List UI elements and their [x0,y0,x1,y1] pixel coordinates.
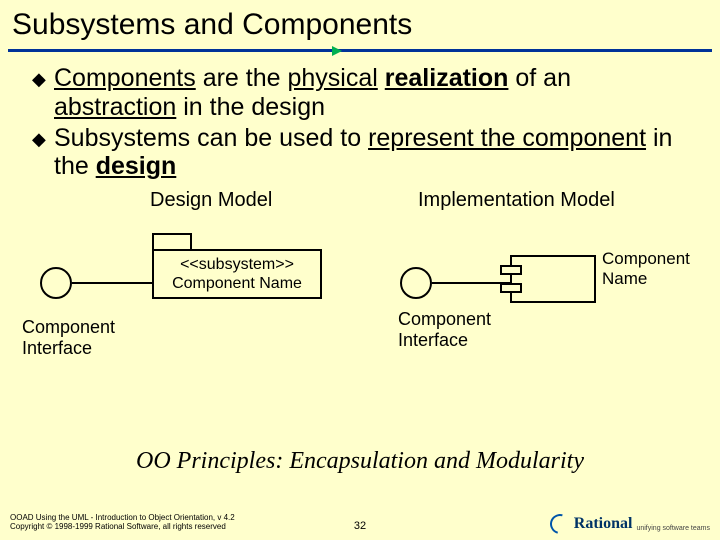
lollipop-circle-icon [40,267,72,299]
implementation-interface-label: ComponentInterface [398,309,491,350]
bullet-text: Subsystems can be used to represent the … [54,124,698,182]
bullet-marker-icon: ◆ [32,64,54,90]
bullet-item: ◆Components are the physical realization… [32,64,698,122]
subsystem-package: <<subsystem>> Component Name [152,249,322,299]
stereotype-label: <<subsystem>> [160,255,314,274]
bullet-list: ◆Components are the physical realization… [0,64,720,181]
lollipop-line [72,282,152,284]
component-icon [510,255,596,303]
diagram-area: Design Model Implementation Model <<subs… [0,189,720,409]
component-name-label: ComponentName [602,249,690,288]
principles-caption: OO Principles: Encapsulation and Modular… [0,448,720,475]
design-model-heading: Design Model [150,189,272,212]
package-tab-icon [152,233,192,249]
bullet-text: Components are the physical realization … [54,64,698,122]
design-interface-label: ComponentInterface [22,317,115,358]
title-underline [8,46,712,54]
lollipop-circle-icon [400,267,432,299]
implementation-model-heading: Implementation Model [418,189,615,212]
logo-brand: Rational [574,515,633,533]
subsystem-name: Component Name [160,274,314,293]
logo-tagline: unifying software teams [636,525,710,532]
swoosh-icon [546,510,573,537]
rational-logo: Rational unifying software teams [550,514,710,534]
slide-title: Subsystems and Components [0,0,720,46]
bullet-item: ◆Subsystems can be used to represent the… [32,124,698,182]
arrow-icon [332,46,342,56]
lollipop-line [432,282,510,284]
bullet-marker-icon: ◆ [32,124,54,150]
